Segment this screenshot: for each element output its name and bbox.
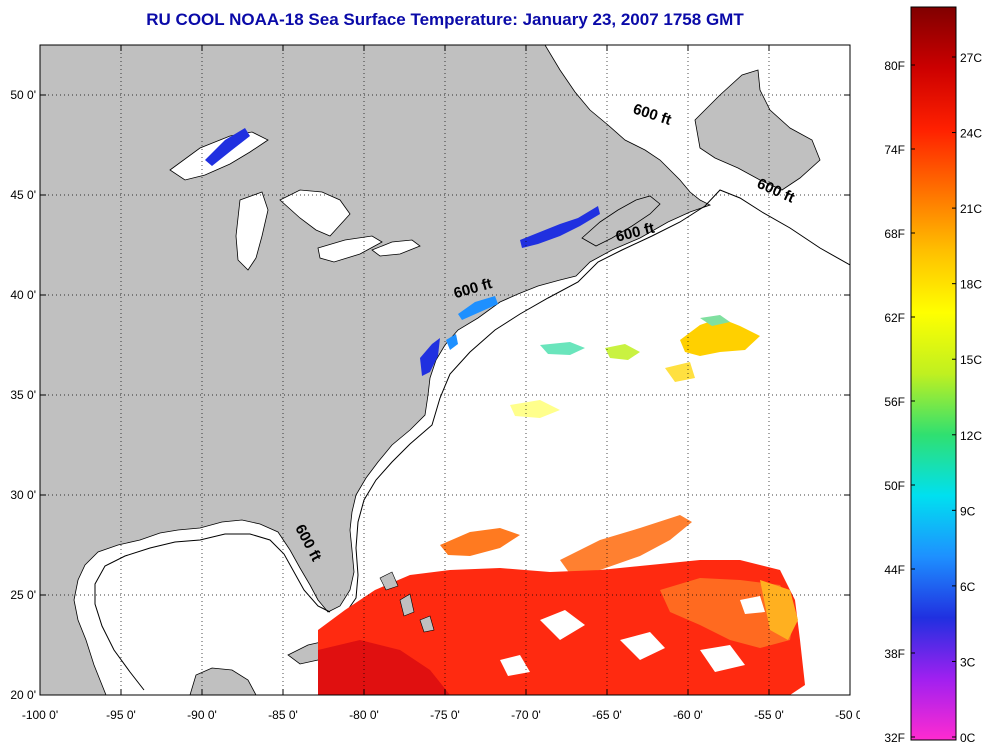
lon-tick-label: -80 0' [349,708,379,722]
sst-mid-atlantic [510,315,760,418]
colorbar-f-label: 80F [884,59,905,73]
colorbar-f-label: 50F [884,479,905,493]
land-bahamas [379,571,435,633]
lon-tick-label: -85 0' [268,708,298,722]
lat-tick-label: 40 0' [10,288,36,302]
latitude-axis: 20 0' 25 0' 30 0' 35 0' 40 0' 45 0' 50 0' [10,88,850,702]
lat-tick-label: 20 0' [10,688,36,702]
colorbar-f-label: 32F [884,731,905,745]
colorbar-c-label: 21C [960,202,982,216]
colorbar-f-label: 74F [884,143,905,157]
lon-tick-label: -55 0' [754,708,784,722]
lon-tick-label: -65 0' [592,708,622,722]
chart-title: RU COOL NOAA-18 Sea Surface Temperature:… [146,10,744,29]
lat-tick-label: 30 0' [10,488,36,502]
lon-tick-label: -75 0' [430,708,460,722]
land-yucatan [189,667,257,695]
land-nova-scotia [581,195,661,247]
colorbar-celsius-labels: 0C 3C 6C 9C 12C 15C 18C 21C 24C 27C [952,51,982,745]
colorbar-f-label: 44F [884,563,905,577]
colorbar-scale [910,6,957,741]
colorbar-c-label: 0C [960,731,976,745]
lon-tick-label: -90 0' [187,708,217,722]
land-newfoundland [694,69,821,191]
lat-tick-label: 50 0' [10,88,36,102]
lon-tick-label: -50 0' [835,708,860,722]
colorbar-c-label: 24C [960,127,982,141]
colorbar-f-label: 68F [884,227,905,241]
colorbar-c-label: 6C [960,580,976,594]
colorbar-c-label: 27C [960,51,982,65]
sst-map: -100 0' -95 0' -90 0' -85 0' -80 0' -75 0' -70… [10,44,860,722]
sst-cold-coastal [205,128,600,376]
lon-tick-label: -95 0' [106,708,136,722]
colorbar-c-label: 9C [960,504,976,518]
isobath-600ft-atlantic [344,189,850,615]
colorbar-f-label: 62F [884,311,905,325]
colorbar-c-label: 15C [960,353,982,367]
lon-tick-label: -70 0' [511,708,541,722]
colorbar-c-label: 3C [960,655,976,669]
longitude-axis: -100 0' -95 0' -90 0' -85 0' -80 0' -75 0' -70… [22,45,860,722]
lat-tick-label: 25 0' [10,588,36,602]
lat-tick-label: 35 0' [10,388,36,402]
colorbar-fahrenheit-labels: 32F 38F 44F 50F 56F 62F 68F 74F 80F [884,59,915,745]
colorbar-c-label: 12C [960,429,982,443]
isobath-600ft-gulf [94,533,331,691]
colorbar-f-label: 38F [884,647,905,661]
land-north-america [40,45,712,695]
lon-tick-label: -100 0' [22,708,58,722]
colorbar-f-label: 56F [884,395,905,409]
lon-tick-label: -60 0' [673,708,703,722]
colorbar-c-label: 18C [960,278,982,292]
gridlines [40,45,850,695]
lat-tick-label: 45 0' [10,188,36,202]
